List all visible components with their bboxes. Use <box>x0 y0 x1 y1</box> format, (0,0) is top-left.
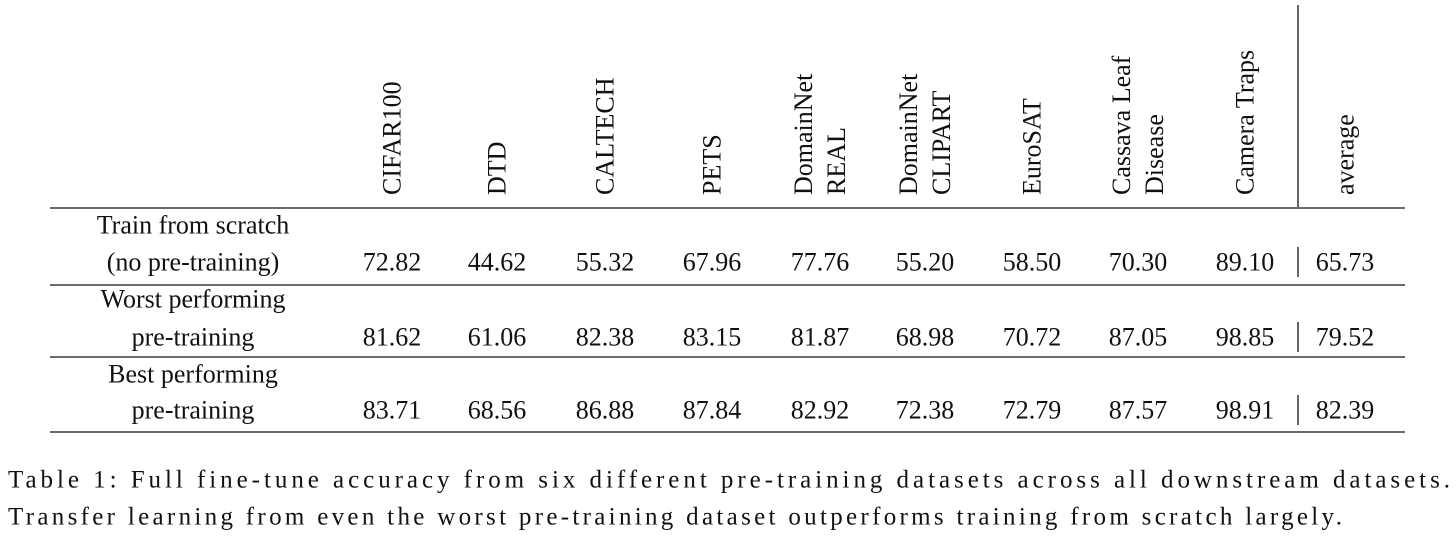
cell-value: 87.05 <box>1109 323 1168 352</box>
cell-value: 82.38 <box>576 323 635 352</box>
cell-value: 77.76 <box>791 248 850 277</box>
cell-value: 83.71 <box>363 396 422 425</box>
cell-value: 67.96 <box>683 248 742 277</box>
cell-value: 72.38 <box>896 396 955 425</box>
column-header: Cassava Leaf <box>1107 55 1136 195</box>
row-label: Best performing <box>108 360 278 389</box>
row-label: Train from scratch <box>97 211 290 240</box>
column-header: Camera Traps <box>1231 50 1260 195</box>
row-label: Worst performing <box>101 285 286 314</box>
column-header: EuroSAT <box>1018 98 1047 195</box>
row-label: pre-training <box>132 323 255 352</box>
cell-value: 65.73 <box>1316 248 1375 277</box>
column-header: CALTECH <box>591 77 620 195</box>
cell-value: 55.20 <box>896 248 955 277</box>
row-label: pre-training <box>132 396 255 425</box>
cell-value: 72.82 <box>363 248 422 277</box>
cell-value: 70.72 <box>1003 323 1062 352</box>
cell-value: 79.52 <box>1316 323 1375 352</box>
cell-value: 98.85 <box>1216 323 1275 352</box>
column-header: DomainNet <box>894 73 923 195</box>
column-header: CLIPART <box>927 90 956 195</box>
cell-value: 68.98 <box>896 323 955 352</box>
caption-line: Table 1: Full fine-tune accuracy from si… <box>8 467 1450 494</box>
cell-value: 55.32 <box>576 248 635 277</box>
cell-value: 89.10 <box>1216 248 1275 277</box>
cell-value: 86.88 <box>576 396 635 425</box>
column-header: CIFAR100 <box>378 81 407 195</box>
cell-value: 83.15 <box>683 323 742 352</box>
cell-value: 81.62 <box>363 323 422 352</box>
column-header: PETS <box>698 134 727 195</box>
cell-value: 72.79 <box>1003 396 1062 425</box>
column-header: DomainNet <box>789 73 818 195</box>
column-header: average <box>1331 114 1360 195</box>
cell-value: 70.30 <box>1109 248 1168 277</box>
cell-value: 61.06 <box>468 323 527 352</box>
cell-value: 44.62 <box>468 248 527 277</box>
cell-value: 82.92 <box>791 396 850 425</box>
cell-value: 87.57 <box>1109 396 1168 425</box>
column-header: Disease <box>1140 114 1169 195</box>
caption-line: Transfer learning from even the worst pr… <box>8 504 1342 531</box>
cell-value: 87.84 <box>683 396 742 425</box>
row-label: (no pre-training) <box>107 248 280 277</box>
cell-value: 58.50 <box>1003 248 1062 277</box>
cell-value: 68.56 <box>468 396 527 425</box>
column-header: REAL <box>822 127 851 195</box>
cell-value: 81.87 <box>791 323 850 352</box>
cell-value: 98.91 <box>1216 396 1275 425</box>
cell-value: 82.39 <box>1316 396 1375 425</box>
column-header: DTD <box>483 142 512 195</box>
